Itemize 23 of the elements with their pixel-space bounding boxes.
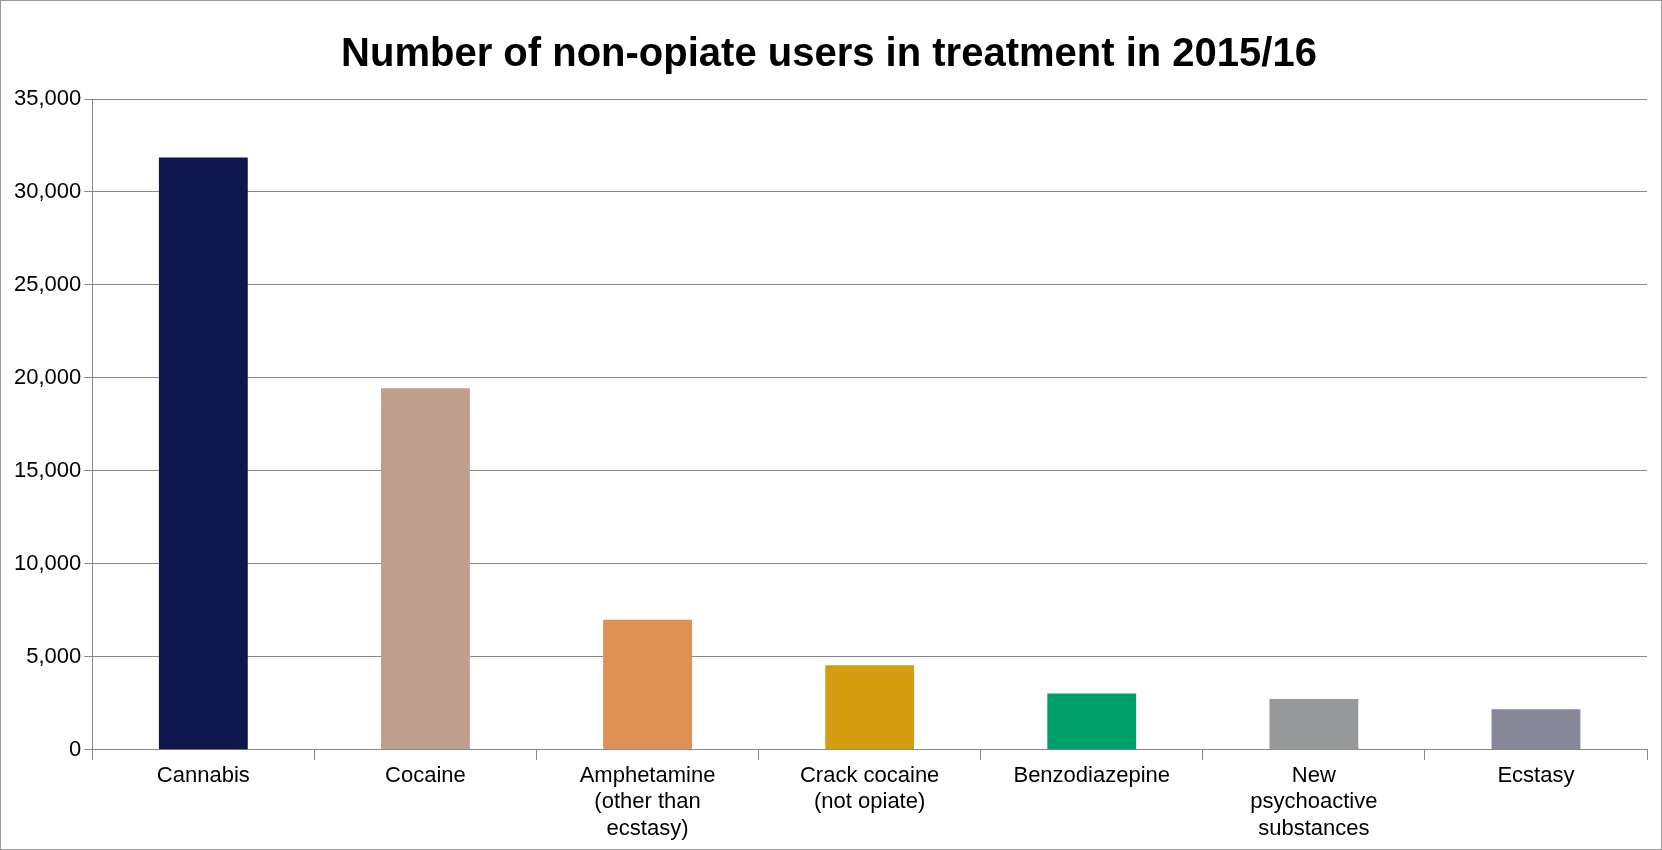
- y-tick-label: 5,000: [26, 642, 82, 668]
- y-tick-label: 10,000: [13, 549, 82, 575]
- x-tick-label: Ecstasy: [1497, 762, 1575, 788]
- y-tick-label: 30,000: [13, 178, 82, 204]
- bar: [1269, 699, 1359, 750]
- bar: [381, 388, 470, 750]
- x-tick-label: Crack cocaine (not opiate): [799, 762, 940, 814]
- y-tick-label: 20,000: [13, 363, 82, 389]
- y-tick-label: 35,000: [13, 85, 82, 111]
- chart-title: Number of non-opiate users in treatment in 2015/16: [341, 30, 1317, 75]
- bar: [603, 619, 692, 750]
- bar: [825, 665, 915, 750]
- x-tick-label: Cannabis: [156, 762, 250, 788]
- x-tick-label: Cocaine: [385, 762, 466, 788]
- x-tick-label: Amphetamine (other than ecstasy): [579, 762, 716, 840]
- y-tick-label: 25,000: [13, 271, 82, 297]
- x-tick-label: New psychoactive substances: [1250, 762, 1378, 840]
- x-tick-label: Benzodiazepine: [1013, 762, 1171, 788]
- bar: [158, 157, 248, 750]
- y-tick-label: 15,000: [13, 456, 82, 482]
- bar: [1047, 693, 1137, 750]
- y-tick-label: 0: [69, 735, 82, 761]
- bar: [1491, 709, 1581, 750]
